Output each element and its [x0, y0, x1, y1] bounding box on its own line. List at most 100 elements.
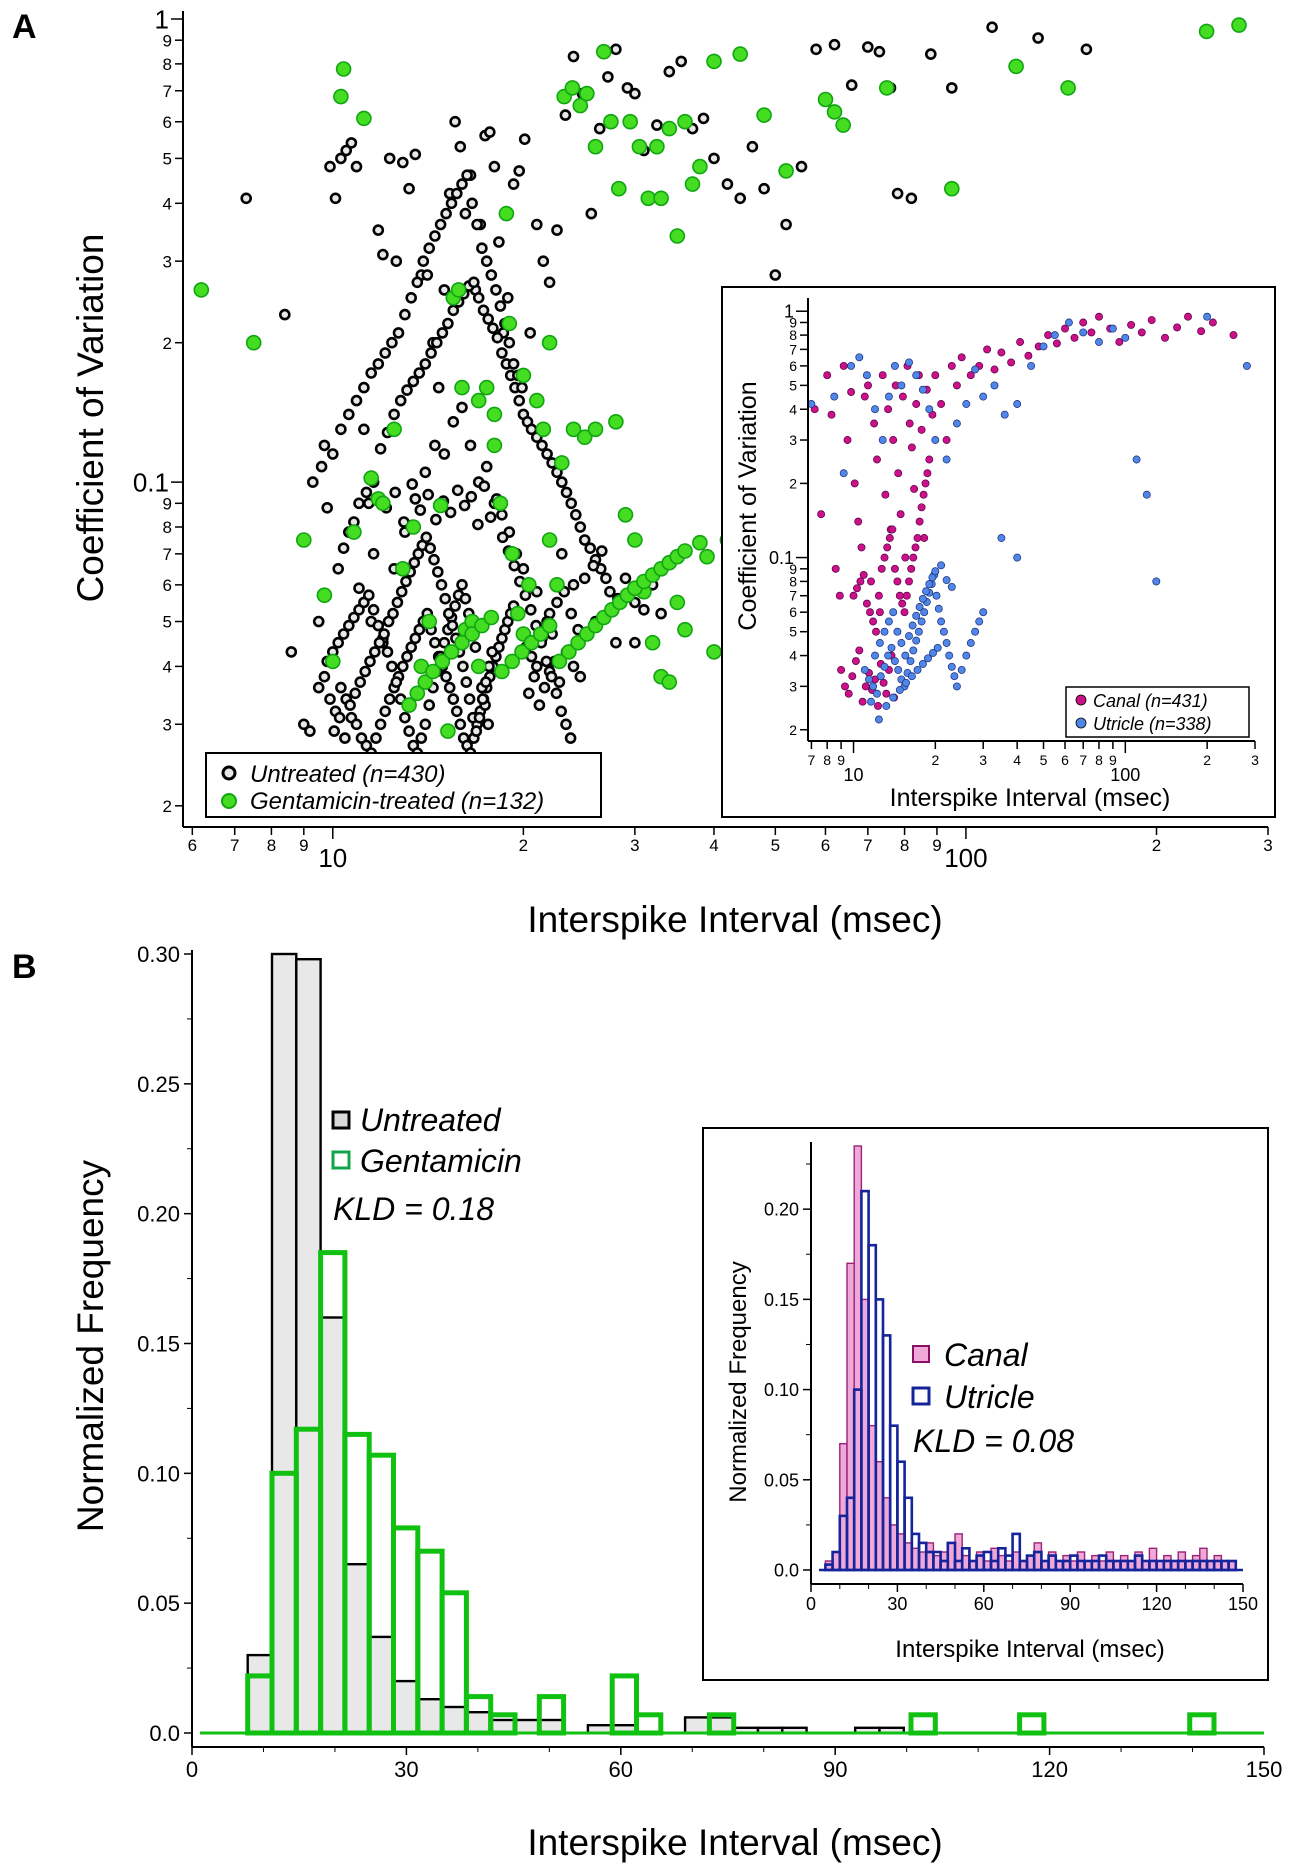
panel-b-untreated-bar	[392, 1679, 419, 1735]
panel-a-untreated-point	[795, 160, 808, 173]
panel-b-untreated-bar	[270, 952, 298, 1735]
panel-a-inset-canal-point	[913, 534, 922, 542]
panel-a-y-tick-label: 6	[163, 576, 172, 595]
panel-a-untreated-point	[578, 572, 591, 585]
panel-a-untreated-point	[541, 448, 553, 460]
panel-a-untreated-point	[536, 439, 548, 452]
panel-a-untreated-point	[537, 255, 550, 268]
panel-a-x-tick-label: 10	[318, 843, 347, 873]
panel-a-inset-utricle-point	[962, 400, 971, 408]
panel-a-untreated-point	[487, 322, 499, 335]
panel-a-gentamicin-point	[1231, 17, 1247, 33]
panel-a-untreated-point	[348, 611, 360, 624]
panel-a-untreated-point	[324, 160, 336, 173]
panel-a-untreated-point	[1080, 43, 1093, 56]
panel-a-x-tick-label: 6	[188, 836, 197, 855]
panel-a-untreated-point	[374, 718, 387, 731]
panel-a-legend-box	[205, 752, 602, 818]
panel-a-inset-utricle-point	[889, 608, 898, 617]
panel-a-untreated-point	[362, 589, 375, 602]
panel-a-inset-utricle-point	[1142, 490, 1151, 499]
panel-a-untreated-point	[442, 607, 455, 620]
panel-a-inset-utricle-point	[942, 639, 951, 647]
panel-b-untreated-bar	[368, 1635, 395, 1735]
legend-gentamicin-marker	[221, 793, 237, 809]
panel-a-untreated-point	[240, 192, 252, 205]
legend-utricle-text: Utricle	[944, 1379, 1035, 1415]
panel-a-untreated-point	[518, 133, 531, 145]
panel-a-inset-canal-point	[920, 534, 929, 542]
panel-a-inset-utricle-point	[990, 381, 999, 390]
panel-a-inset-points	[807, 312, 1251, 724]
panel-a-inset-canal-point	[898, 392, 907, 401]
panel-a-untreated-point	[407, 375, 420, 388]
panel-a-gentamicin-point	[878, 80, 895, 96]
panel-a-gentamicin-point	[417, 674, 434, 690]
panel-a-inset-canal-point	[910, 484, 919, 493]
panel-a-untreated-point	[551, 224, 563, 236]
panel-a-inset-x-tick-label: 9	[1109, 752, 1117, 768]
panel-a-inset-canal-point	[841, 682, 849, 691]
panel-a-inset-canal-point	[1137, 328, 1146, 337]
panel-a-gentamicin-point	[501, 315, 518, 332]
panel-a-untreated-point	[370, 732, 382, 744]
panel-a-inset-utricle-point	[884, 392, 893, 401]
panel-a-y-tick-label: 7	[163, 82, 172, 101]
panel-a-x-tick-label: 8	[267, 836, 276, 855]
panel-a-inset-x-tick-label: 4	[1013, 752, 1021, 768]
panel-a-inset-utricle-point	[947, 582, 956, 591]
panel-a-untreated-point	[332, 636, 345, 649]
panel-a-inset-canal-point	[912, 400, 921, 408]
panel-a-untreated-point	[861, 41, 874, 53]
panel-b-inset-y-tick-label: 0.10	[764, 1380, 799, 1400]
panel-a-inset-y-tick-label: 7	[789, 588, 797, 604]
legend-canal-marker	[1075, 694, 1087, 706]
panel-a-inset-canal-point	[844, 689, 853, 698]
panel-a-gentamicin-point	[486, 437, 503, 454]
panel-a-inset-y-tick-label: 8	[789, 327, 797, 343]
panel-a-untreated-point	[335, 423, 347, 436]
panel-a-inset-utricle-point	[1132, 455, 1141, 464]
panel-a-gentamicin-point	[732, 46, 749, 62]
panel-a-inset-utricle-point	[924, 654, 932, 663]
panel-a-untreated-point	[443, 681, 456, 694]
panel-a-x-tick-label: 9	[299, 836, 308, 855]
panel-a-untreated-point	[442, 317, 454, 330]
panel-a-untreated-point	[396, 660, 409, 673]
panel-a-gentamicin-point	[649, 138, 665, 155]
panel-a-inset-utricle-point	[933, 643, 942, 652]
panel-a-gentamicin-point	[335, 61, 352, 77]
panel-a-x-tick-label: 4	[709, 836, 718, 855]
panel-a-untreated-point	[574, 521, 587, 533]
panel-a-inset-utricle-point	[890, 657, 899, 666]
panel-a-untreated-point	[358, 423, 370, 436]
panel-a-untreated-point	[390, 676, 403, 688]
panel-a-inset-canal-point	[1052, 339, 1061, 348]
panel-a-untreated-point	[386, 336, 398, 349]
panel-a-inset-legend: Canal (n=431) Utricle (n=338)	[1065, 686, 1250, 738]
panel-b-kld-annotation: KLD = 0.18	[333, 1191, 494, 1227]
panel-a-untreated-point	[409, 148, 422, 161]
panel-a-untreated-point	[460, 676, 473, 688]
panel-a-untreated-point	[337, 628, 350, 640]
panel-a-x-tick-label: 100	[944, 843, 987, 873]
panel-a-untreated-point	[438, 448, 451, 460]
panel-a-gentamicin-point	[572, 97, 589, 114]
panel-a-gentamicin-point	[706, 53, 722, 70]
panel-b-inset-y-tick-label: 0.20	[764, 1200, 799, 1220]
panel-a-inset-x-tick-label: 10	[844, 765, 864, 785]
legend-gentamicin-label: Gentamicin-treated (n=132)	[250, 788, 544, 815]
panel-a-untreated-point	[392, 327, 405, 339]
panel-a-untreated-point	[697, 112, 710, 125]
panel-a-inset-utricle-point	[1242, 361, 1251, 370]
panel-a-untreated-point	[655, 607, 667, 620]
panel-a-untreated-point	[924, 48, 937, 60]
panel-a-inset-x-tick-label: 100	[1110, 765, 1140, 785]
panel-b-untreated-bar	[416, 1697, 444, 1735]
panel-a-untreated-point	[569, 508, 582, 521]
panel-a-gentamicin-point	[409, 685, 426, 702]
panel-b-histogram: 0 30 60 90 120 150 0.0 0.05 0.10 0.15 0.20 0.25 0.30…	[70, 942, 1282, 1863]
panel-a-inset-y-tick-label: 3	[789, 678, 797, 694]
panel-a-untreated-point	[483, 126, 496, 138]
